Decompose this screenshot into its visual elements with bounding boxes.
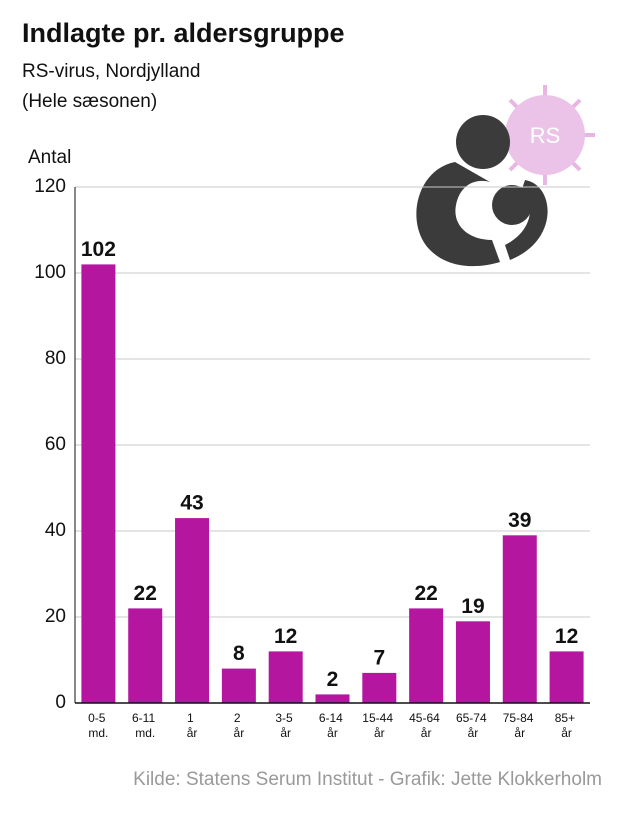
source: Kilde: Statens Serum Institut - Grafik: …	[133, 769, 602, 790]
y-tick-label: 100	[34, 262, 66, 283]
value-label: 22	[414, 582, 437, 605]
x-tick-label: 75-84 år	[503, 711, 537, 740]
y-tick-label: 20	[45, 606, 66, 627]
bar	[268, 651, 303, 703]
bar	[549, 651, 584, 703]
bar	[315, 694, 350, 703]
x-tick-label: 15-44 år	[362, 711, 396, 740]
icon: RS	[416, 85, 595, 267]
bar	[221, 668, 256, 703]
x-tick-label: 1 år	[187, 711, 198, 740]
value-label: 2	[327, 668, 339, 691]
x-tick-label: 6-11 md.	[132, 711, 158, 740]
icon-label: RS	[530, 123, 561, 148]
value-label: 19	[461, 595, 484, 618]
y-axis-label: Antal	[28, 147, 71, 168]
value-label: 12	[555, 625, 578, 648]
y-tick-label: 60	[45, 434, 66, 455]
x-tick-label: 2 år	[234, 711, 245, 740]
x-tick-label: 65-74 år	[456, 711, 490, 740]
chart-title: Indlagte pr. aldersgruppe	[22, 18, 345, 48]
chart-subtitle: (Hele sæsonen)	[22, 91, 157, 112]
value-label: 43	[180, 492, 203, 515]
x-tick-label: 0-5 md.	[88, 711, 109, 740]
mother-head	[456, 115, 510, 169]
x-tick-label: 6-14 år	[319, 711, 346, 740]
bar	[409, 608, 444, 703]
virus	[505, 95, 585, 175]
value-label: 22	[134, 582, 157, 605]
x-tick-label: 3-5 år	[275, 711, 296, 740]
y-tick-label: 80	[45, 348, 66, 369]
bar	[502, 535, 537, 703]
y-tick-label: 40	[45, 520, 66, 541]
bar	[455, 621, 490, 703]
x-tick-label: 45-64 år	[409, 711, 443, 740]
arm	[505, 180, 548, 260]
value-label: 102	[81, 238, 116, 261]
y-tick-label: 0	[55, 692, 66, 713]
value-label: 12	[274, 625, 297, 648]
bar	[175, 518, 210, 703]
chart-subtitle: RS-virus, Nordjylland	[22, 61, 200, 82]
value-label: 39	[508, 509, 531, 532]
mother-body	[416, 162, 500, 267]
value-label: 7	[373, 646, 385, 669]
y-tick-label: 120	[34, 176, 66, 197]
bar	[81, 264, 116, 703]
bar	[362, 672, 397, 703]
x-tick-label: 85+ år	[555, 711, 579, 740]
value-label: 8	[233, 642, 245, 665]
bar	[128, 608, 163, 703]
